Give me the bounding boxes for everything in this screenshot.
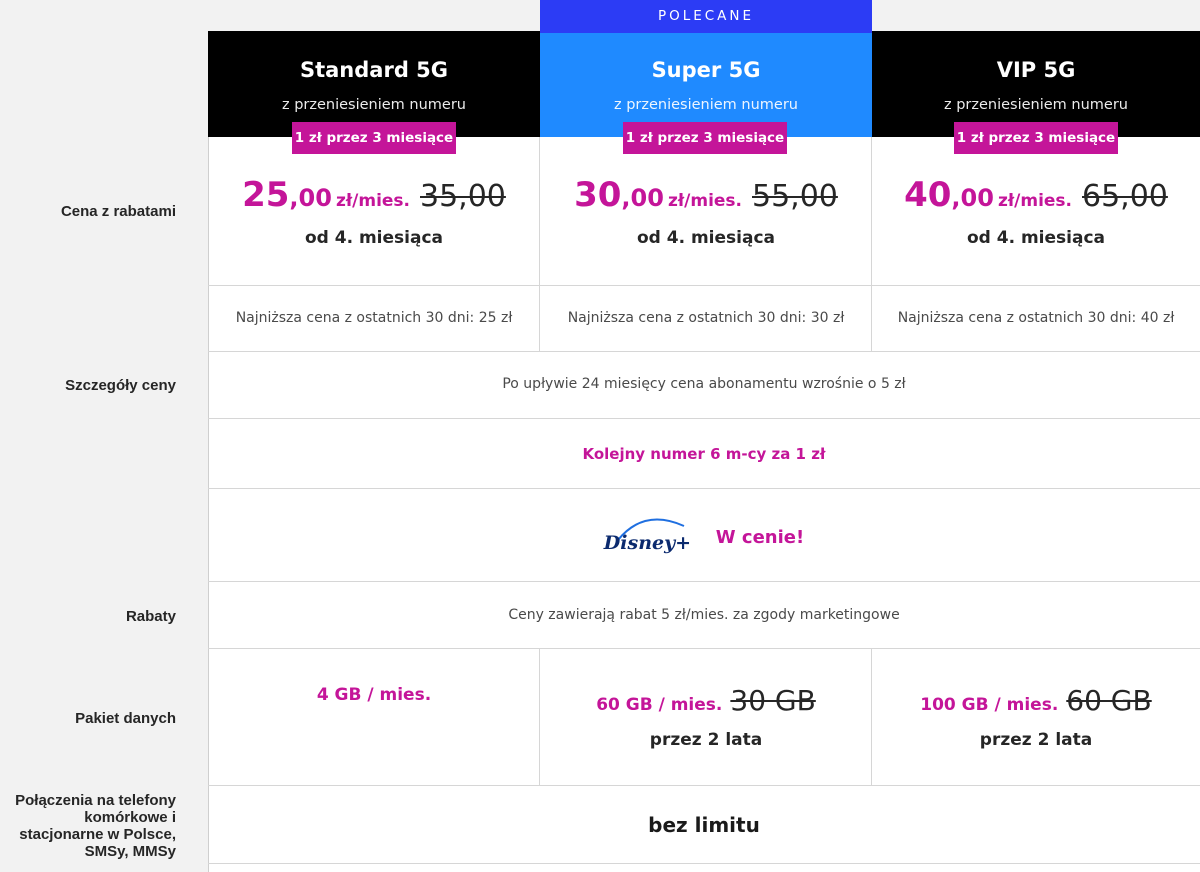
lowest-price-vip: Najniższa cena z ostatnich 30 dni: 40 zł (897, 310, 1175, 326)
lowest-price-standard: Najniższa cena z ostatnich 30 dni: 25 zł (235, 310, 513, 326)
data-amount: 4 GB / mies. (316, 685, 432, 705)
price-from-month: od 4. miesiąca (636, 228, 775, 248)
data-period: przez 2 lata (649, 730, 763, 750)
data-period: przez 2 lata (979, 730, 1093, 750)
disney-row: Disney+ W cenie! (208, 514, 1200, 564)
plan-header-super[interactable]: Super 5G z przeniesieniem numeru (540, 31, 872, 137)
data-old-amount: 30 GB (730, 684, 816, 717)
next-number-offer[interactable]: Kolejny numer 6 m-cy za 1 zł (582, 445, 826, 463)
data-row: 4 GB / mies. (208, 685, 540, 705)
data-amount: 100 GB / mies. (920, 695, 1059, 715)
price-from-month: od 4. miesiąca (304, 228, 443, 248)
row-divider (208, 488, 1200, 489)
calls-value: bez limitu (648, 813, 760, 837)
old-price: 65,00 (1082, 179, 1168, 214)
promo-badge: 1 zł przez 3 miesiące (954, 122, 1118, 154)
data-row: 60 GB / mies. 30 GB (540, 684, 872, 717)
column-divider (871, 137, 872, 351)
price-row: 40,00 zł/mies. 65,00 (872, 175, 1200, 215)
column-divider (871, 648, 872, 785)
label-price-details: Szczegóły ceny (65, 377, 176, 394)
label-price: Cena z rabatami (60, 203, 176, 220)
price-integer: 40 (904, 175, 952, 215)
data-row: 100 GB / mies. 60 GB (872, 684, 1200, 717)
plan-name: VIP 5G (996, 58, 1076, 82)
data-cell-standard: 4 GB / mies. (208, 648, 540, 785)
plans-comparison-table: Standard 5G z przeniesieniem numeru Supe… (208, 0, 1200, 872)
disney-plus-logo: Disney+ (604, 514, 696, 560)
label-calls-line: SMSy, MMSy (84, 843, 176, 860)
price-integer: 25 (242, 175, 290, 215)
price-unit: zł/mies. (997, 191, 1072, 211)
plan-subtitle: z przeniesieniem numeru (613, 97, 798, 113)
lowest-price-super: Najniższa cena z ostatnich 30 dni: 30 zł (567, 310, 845, 326)
label-discounts: Rabaty (125, 608, 176, 625)
old-price: 35,00 (420, 179, 506, 214)
discount-text: Ceny zawierają rabat 5 zł/mies. za zgody… (508, 607, 900, 623)
price-row: 30,00 zł/mies. 55,00 (540, 175, 872, 215)
label-calls-line: stacjonarne w Polsce, (19, 826, 176, 843)
column-divider (539, 137, 540, 351)
label-data-package: Pakiet danych (75, 710, 176, 727)
data-old-amount: 60 GB (1066, 684, 1152, 717)
row-divider (208, 418, 1200, 419)
plan-header-vip[interactable]: VIP 5G z przeniesieniem numeru (872, 31, 1200, 137)
plan-name: Standard 5G (299, 58, 449, 82)
row-divider (208, 351, 1200, 352)
row-divider (208, 863, 1200, 864)
row-divider (208, 285, 1200, 286)
label-calls: Połączenia na telefony komórkowe i stacj… (15, 792, 176, 860)
table-body (208, 137, 1200, 872)
price-decimal: ,00 (289, 184, 332, 212)
plan-name: Super 5G (651, 58, 761, 82)
recommended-badge: POLECANE (540, 0, 872, 33)
price-integer: 30 (574, 175, 622, 215)
disney-included-label: W cenie! (715, 526, 805, 548)
data-cell-vip: 100 GB / mies. 60 GB przez 2 lata (872, 648, 1200, 785)
price-decimal: ,00 (951, 184, 994, 212)
price-cell-vip: 40,00 zł/mies. 65,00 od 4. miesiąca (872, 137, 1200, 285)
price-row: 25,00 zł/mies. 35,00 (208, 175, 540, 215)
price-from-month: od 4. miesiąca (966, 228, 1105, 248)
label-calls-line: Połączenia na telefony (15, 792, 176, 809)
old-price: 55,00 (752, 179, 838, 214)
row-divider (208, 648, 1200, 649)
promo-badge: 1 zł przez 3 miesiące (292, 122, 456, 154)
price-details-text: Po upływie 24 miesięcy cena abonamentu w… (502, 376, 906, 392)
price-unit: zł/mies. (335, 191, 410, 211)
data-amount: 60 GB / mies. (596, 695, 723, 715)
price-cell-standard: 25,00 zł/mies. 35,00 od 4. miesiąca (208, 137, 540, 285)
label-calls-line: komórkowe i (84, 809, 176, 826)
price-unit: zł/mies. (667, 191, 742, 211)
row-divider (208, 785, 1200, 786)
plan-header-standard[interactable]: Standard 5G z przeniesieniem numeru (208, 31, 540, 137)
price-cell-super: 30,00 zł/mies. 55,00 od 4. miesiąca (540, 137, 872, 285)
column-divider (539, 648, 540, 785)
disney-plus-logo-text: Disney+ (603, 532, 692, 554)
data-cell-super: 60 GB / mies. 30 GB przez 2 lata (540, 648, 872, 785)
plan-subtitle: z przeniesieniem numeru (943, 97, 1128, 113)
plan-subtitle: z przeniesieniem numeru (281, 97, 466, 113)
promo-badge: 1 zł przez 3 miesiące (623, 122, 787, 154)
row-divider (208, 581, 1200, 582)
price-decimal: ,00 (621, 184, 664, 212)
